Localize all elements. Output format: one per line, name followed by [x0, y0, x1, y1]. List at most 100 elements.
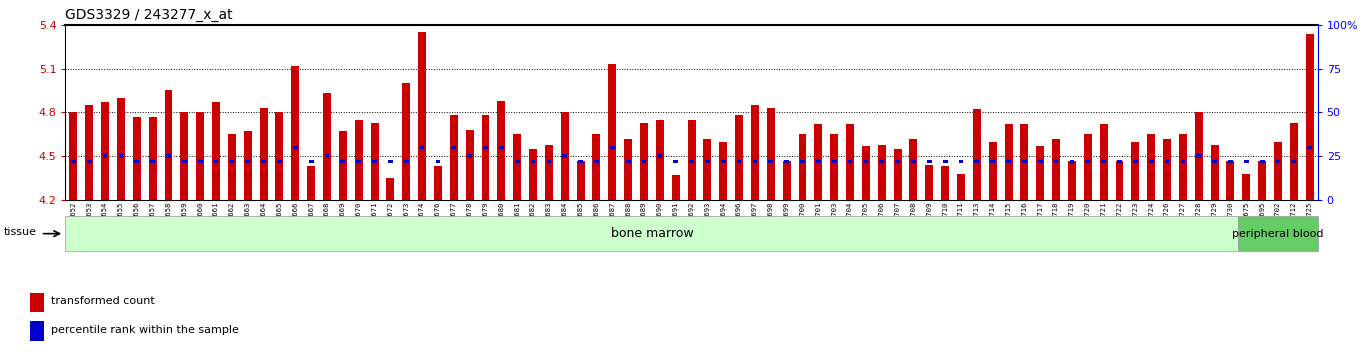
Bar — [435, 160, 441, 163]
Bar — [150, 160, 155, 163]
Bar — [259, 108, 267, 200]
Bar — [338, 131, 346, 200]
Bar — [308, 160, 314, 163]
Bar — [132, 117, 140, 200]
Bar — [499, 145, 503, 149]
Bar — [1244, 160, 1248, 163]
Bar — [577, 161, 585, 200]
Bar — [989, 142, 997, 200]
Bar — [973, 109, 981, 200]
Bar — [1180, 160, 1185, 163]
Bar — [958, 174, 964, 200]
Bar — [814, 124, 822, 200]
Bar — [30, 293, 44, 312]
Text: GDS3329 / 243277_x_at: GDS3329 / 243277_x_at — [65, 8, 233, 22]
Text: percentile rank within the sample: percentile rank within the sample — [52, 325, 239, 335]
Bar — [1226, 161, 1234, 200]
Bar — [117, 98, 125, 200]
Bar — [626, 160, 630, 163]
Bar — [481, 115, 490, 200]
Bar — [1038, 160, 1042, 163]
Bar — [1275, 160, 1281, 163]
Bar — [101, 102, 109, 200]
Bar — [1195, 113, 1203, 200]
Bar — [1037, 146, 1045, 200]
Bar — [468, 154, 472, 158]
Bar — [641, 160, 647, 163]
Bar — [1099, 124, 1108, 200]
Bar — [880, 160, 884, 163]
Bar — [71, 160, 76, 163]
Bar — [404, 160, 409, 163]
Bar — [1274, 142, 1282, 200]
Bar — [514, 160, 520, 163]
Bar — [102, 154, 108, 158]
Bar — [1101, 160, 1106, 163]
Bar — [166, 154, 170, 158]
Bar — [911, 160, 915, 163]
Bar — [211, 102, 220, 200]
Bar — [356, 160, 361, 163]
Bar — [1054, 160, 1058, 163]
Bar — [1228, 160, 1233, 163]
Bar — [531, 160, 536, 163]
Bar — [1069, 160, 1075, 163]
Bar — [625, 139, 632, 200]
Bar — [1163, 139, 1172, 200]
Bar — [720, 160, 726, 163]
Bar — [705, 160, 709, 163]
Bar — [419, 32, 426, 200]
Bar — [928, 160, 932, 163]
Bar — [119, 154, 123, 158]
Bar — [386, 178, 394, 200]
Bar — [801, 160, 805, 163]
Bar — [402, 83, 411, 200]
Bar — [767, 108, 775, 200]
Bar — [1147, 134, 1155, 200]
Text: bone marrow: bone marrow — [611, 227, 693, 240]
Bar — [719, 142, 727, 200]
Bar — [1052, 139, 1060, 200]
Bar — [262, 160, 266, 163]
Bar — [1020, 124, 1028, 200]
Bar — [878, 144, 885, 200]
Bar — [323, 93, 331, 200]
Bar — [941, 166, 949, 200]
Bar — [307, 166, 315, 200]
Bar — [229, 160, 235, 163]
Bar — [863, 160, 869, 163]
Bar — [1165, 160, 1169, 163]
Bar — [1307, 145, 1312, 149]
Bar — [816, 160, 821, 163]
Bar — [546, 144, 552, 200]
Bar — [689, 160, 694, 163]
Bar — [671, 175, 679, 200]
Bar — [798, 134, 806, 200]
Bar — [244, 131, 252, 200]
Bar — [847, 160, 852, 163]
Bar — [1004, 124, 1012, 200]
Bar — [687, 120, 696, 200]
Bar — [925, 165, 933, 200]
Bar — [768, 160, 773, 163]
Bar — [1133, 160, 1138, 163]
Bar — [1007, 160, 1011, 163]
Bar — [1292, 160, 1296, 163]
Bar — [595, 160, 599, 163]
Bar — [87, 160, 91, 163]
Bar — [483, 145, 488, 149]
Bar — [276, 113, 284, 200]
Bar — [1116, 161, 1124, 200]
Bar — [1117, 160, 1121, 163]
Bar — [181, 160, 187, 163]
Bar — [784, 160, 788, 163]
Bar — [1213, 160, 1217, 163]
Bar — [387, 160, 393, 163]
Bar — [1196, 154, 1202, 158]
Bar — [832, 160, 836, 163]
Bar — [895, 160, 900, 163]
Bar — [1086, 160, 1090, 163]
Bar — [1178, 134, 1187, 200]
Bar — [735, 115, 743, 200]
Bar — [1260, 160, 1264, 163]
